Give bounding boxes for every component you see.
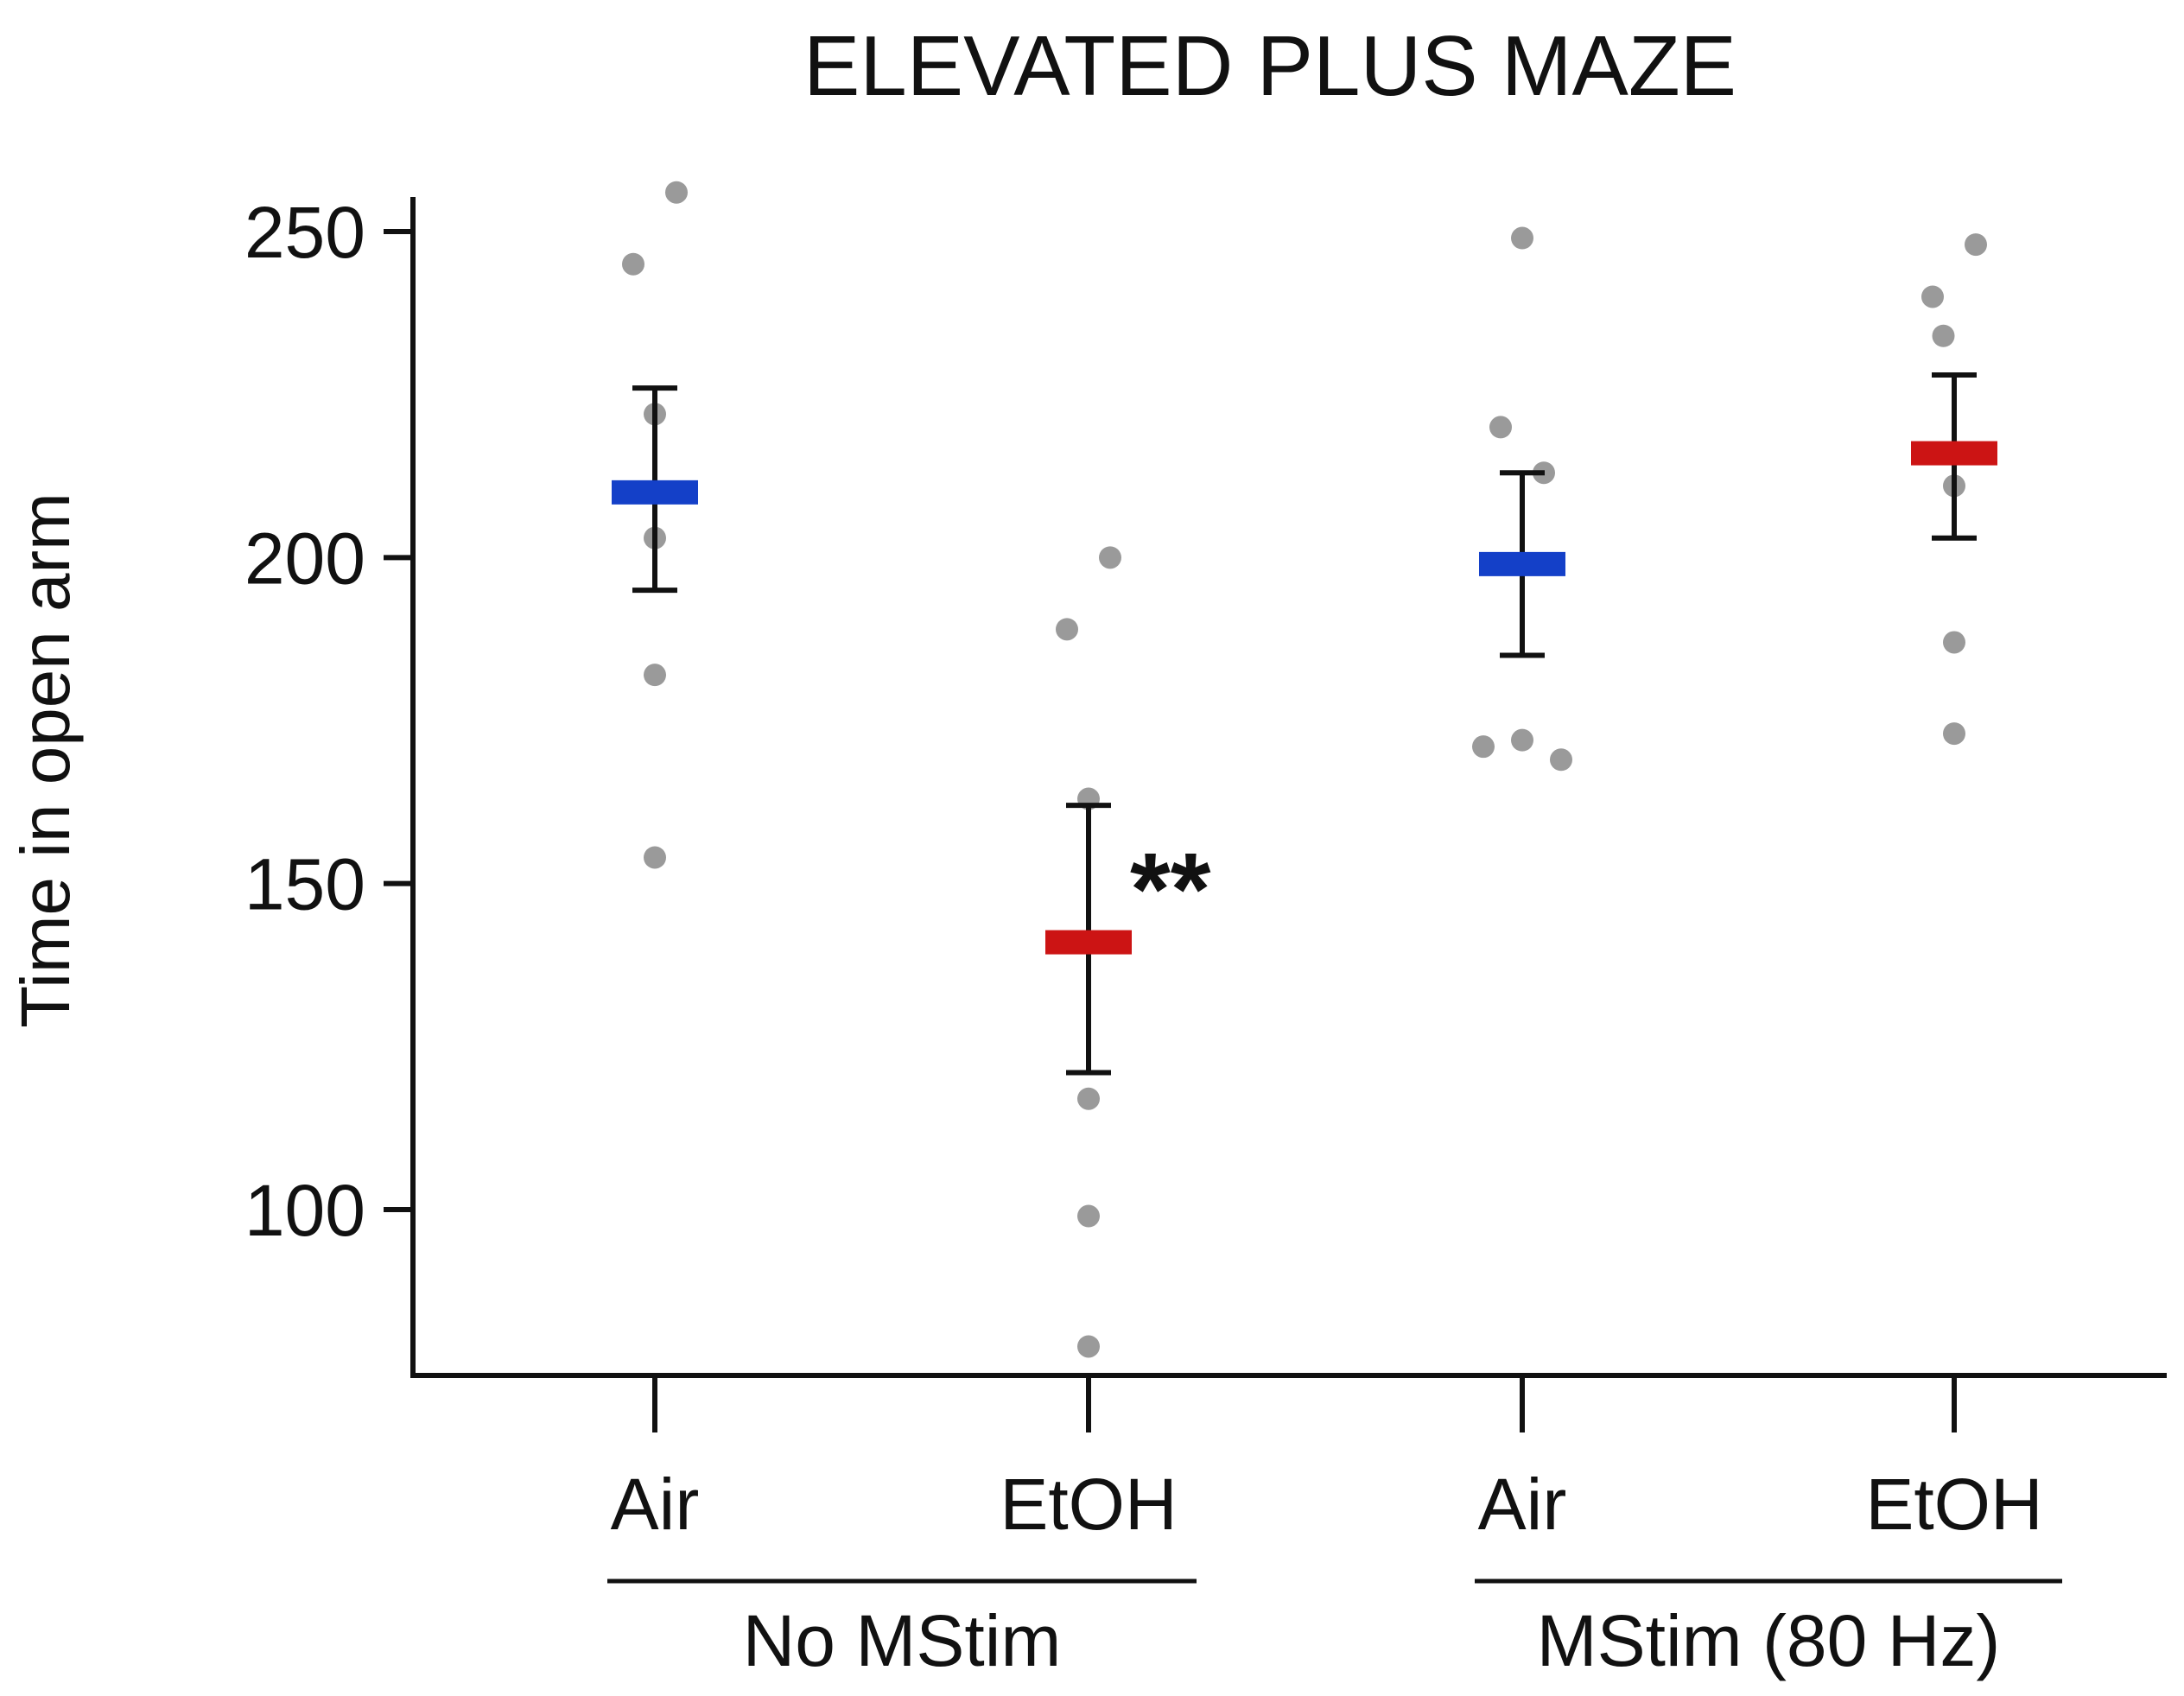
y-tick-label: 250 bbox=[244, 192, 365, 273]
y-axis: 100 150 200 250 bbox=[244, 192, 416, 1375]
group-label: MStim (80 Hz) bbox=[1537, 1600, 2001, 1681]
x-axis: Air EtOH Air EtOH bbox=[410, 1373, 2167, 1545]
data-point bbox=[665, 181, 688, 204]
group-label: No MStim bbox=[743, 1600, 1062, 1681]
y-axis-label: Time in open arm bbox=[7, 492, 84, 1028]
data-point bbox=[1550, 748, 1572, 772]
mean-marker bbox=[1911, 441, 1997, 466]
data-point bbox=[1077, 1087, 1100, 1110]
data-point bbox=[1077, 1204, 1100, 1228]
data-point bbox=[1099, 546, 1121, 569]
x-category-label: Air bbox=[611, 1464, 700, 1545]
data-point bbox=[1921, 285, 1944, 308]
x-category-label: EtOH bbox=[1000, 1464, 1177, 1545]
y-tick-label: 150 bbox=[244, 844, 365, 925]
y-tick-label: 100 bbox=[244, 1170, 365, 1251]
group-labels: No MStim MStim (80 Hz) bbox=[607, 1578, 2062, 1681]
data-point bbox=[1511, 226, 1533, 250]
x-category-label: Air bbox=[1478, 1464, 1567, 1545]
mean-marker bbox=[612, 480, 698, 505]
data-point bbox=[1056, 618, 1078, 641]
y-tick-label: 200 bbox=[244, 518, 365, 599]
data-point bbox=[644, 846, 666, 869]
data-point bbox=[1489, 416, 1512, 439]
data-points bbox=[622, 181, 1987, 1358]
mean-sem-markers: ** bbox=[612, 372, 1997, 1076]
mean-marker bbox=[1479, 551, 1565, 576]
data-point bbox=[1511, 728, 1533, 752]
data-point bbox=[1943, 722, 1965, 746]
data-point bbox=[1965, 233, 1987, 257]
data-point bbox=[622, 252, 644, 276]
data-point bbox=[1472, 735, 1495, 759]
data-point bbox=[1077, 1335, 1100, 1358]
x-category-label: EtOH bbox=[1865, 1464, 2042, 1545]
data-point bbox=[1932, 324, 1955, 347]
data-point bbox=[644, 664, 666, 687]
data-point bbox=[1943, 631, 1965, 654]
chart-title: ELEVATED PLUS MAZE bbox=[803, 18, 1736, 113]
mean-marker bbox=[1045, 930, 1132, 955]
significance-marker: ** bbox=[1130, 832, 1211, 948]
